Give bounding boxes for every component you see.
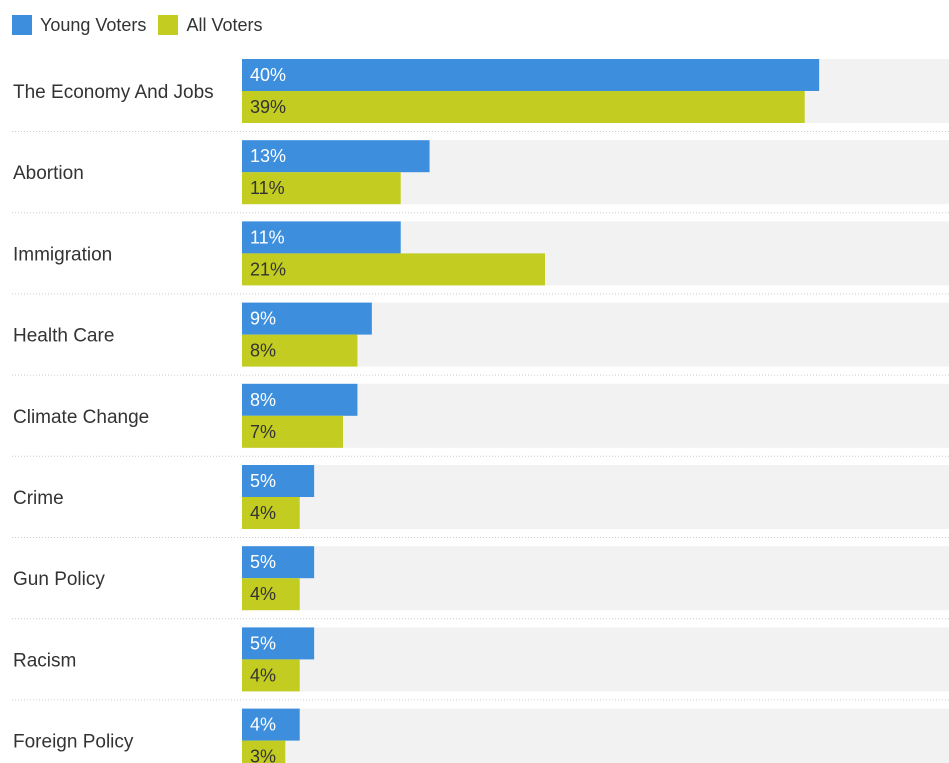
data-label-young-voters-climate-change: 8% xyxy=(250,390,276,410)
category-label-racism: Racism xyxy=(13,650,76,671)
bar-all-voters-health-care xyxy=(242,334,358,367)
bar-track-gun-policy xyxy=(242,546,949,611)
category-label-the-economy-and-jobs: The Economy And Jobs xyxy=(13,82,214,103)
bar-track-climate-change xyxy=(242,383,949,448)
category-label-health-care: Health Care xyxy=(13,326,114,347)
data-label-all-voters-health-care: 8% xyxy=(250,341,276,361)
bar-young-voters-abortion xyxy=(242,140,430,173)
data-label-all-voters-gun-policy: 4% xyxy=(250,584,276,604)
bar-all-voters-gun-policy xyxy=(242,578,300,611)
legend-item-all-voters: All Voters xyxy=(158,15,262,36)
category-label-immigration: Immigration xyxy=(13,244,112,265)
data-label-young-voters-foreign-policy: 4% xyxy=(250,715,276,735)
bar-young-voters-immigration xyxy=(242,221,401,254)
data-label-young-voters-abortion: 13% xyxy=(250,146,286,166)
data-label-all-voters-immigration: 21% xyxy=(250,259,286,279)
category-label-crime: Crime xyxy=(13,488,64,509)
data-label-young-voters-crime: 5% xyxy=(250,471,276,491)
category-label-abortion: Abortion xyxy=(13,163,84,184)
bar-young-voters-crime xyxy=(242,465,315,497)
bar-all-voters-the-economy-and-jobs xyxy=(242,91,805,123)
bar-all-voters-crime xyxy=(242,497,300,529)
bar-track-racism xyxy=(242,627,949,692)
bar-all-voters-racism xyxy=(242,659,300,692)
data-label-all-voters-racism: 4% xyxy=(250,665,276,685)
category-label-foreign-policy: Foreign Policy xyxy=(13,732,134,753)
bar-young-voters-gun-policy xyxy=(242,546,315,579)
data-label-young-voters-health-care: 9% xyxy=(250,309,276,329)
legend: Young Voters All Voters xyxy=(12,14,274,36)
legend-swatch-young-voters xyxy=(12,15,32,35)
bar-track-foreign-policy xyxy=(242,708,949,763)
data-label-all-voters-climate-change: 7% xyxy=(250,422,276,442)
data-label-all-voters-crime: 4% xyxy=(250,503,276,523)
legend-label-young-voters: Young Voters xyxy=(40,14,147,35)
bar-young-voters-health-care xyxy=(242,302,372,335)
data-label-young-voters-the-economy-and-jobs: 40% xyxy=(250,65,286,85)
bar-young-voters-racism xyxy=(242,627,315,660)
bar-young-voters-the-economy-and-jobs xyxy=(242,59,820,91)
data-label-all-voters-the-economy-and-jobs: 39% xyxy=(250,97,286,117)
bar-all-voters-abortion xyxy=(242,172,401,205)
bar-all-voters-foreign-policy xyxy=(242,740,286,763)
legend-swatch-all-voters xyxy=(158,15,179,35)
legend-label-all-voters: All Voters xyxy=(186,14,263,35)
bar-young-voters-climate-change xyxy=(242,383,358,416)
data-label-young-voters-racism: 5% xyxy=(250,633,276,653)
bar-all-voters-immigration xyxy=(242,253,545,286)
bar-young-voters-foreign-policy xyxy=(242,708,300,741)
data-label-all-voters-foreign-policy: 3% xyxy=(250,747,276,763)
bar-track-crime xyxy=(242,465,949,529)
data-label-young-voters-immigration: 11% xyxy=(250,227,285,247)
category-label-climate-change: Climate Change xyxy=(13,407,149,428)
bar-all-voters-climate-change xyxy=(242,415,343,448)
data-label-all-voters-abortion: 11% xyxy=(250,178,285,198)
category-label-gun-policy: Gun Policy xyxy=(13,569,105,590)
data-label-young-voters-gun-policy: 5% xyxy=(250,552,276,572)
legend-item-young-voters: Young Voters xyxy=(12,15,146,36)
